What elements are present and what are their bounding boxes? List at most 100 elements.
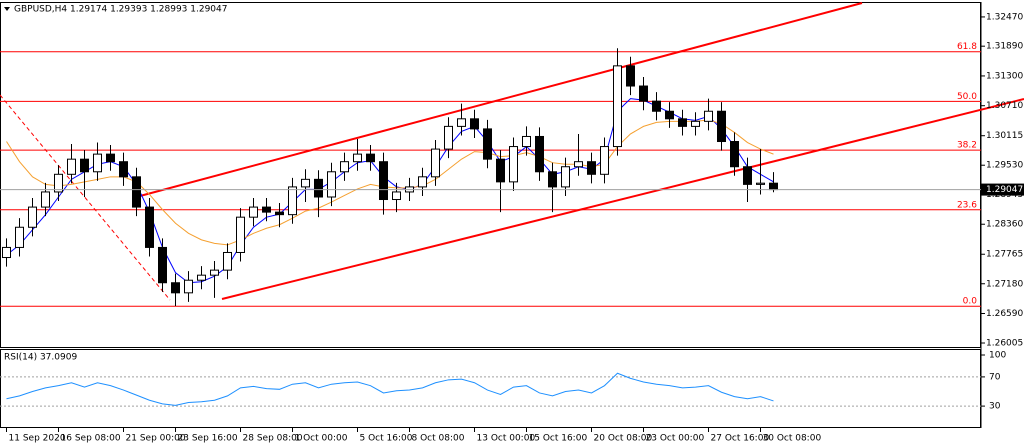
x-tick-label: 28 Sep 08:00 [243, 434, 303, 444]
fib-level-label: 61.8 [957, 42, 977, 52]
y-tick-label: 1.26590 [986, 309, 1023, 319]
y-tick-label: 1.28360 [986, 220, 1023, 230]
candle-body [717, 110, 726, 143]
candle-body [600, 146, 609, 175]
x-tick-label: 8 Oct 08:00 [412, 434, 465, 444]
y-tick-label: 1.30115 [986, 131, 1023, 141]
candle-body [704, 110, 713, 122]
fib-level-label: 50.0 [957, 92, 977, 102]
y-tick-label: 1.27765 [986, 250, 1023, 260]
candle-body [184, 279, 193, 294]
candle-body [756, 182, 765, 185]
candle-body [431, 148, 440, 178]
candle-body [132, 176, 141, 208]
x-tick-label: 13 Oct 00:00 [477, 434, 536, 444]
candle-body [587, 161, 596, 175]
fib-level-label: 23.6 [957, 200, 977, 210]
y-tick-label: 1.32470 [986, 12, 1023, 22]
candle-body [574, 161, 583, 168]
rsi-tick-label: 70 [989, 372, 1001, 382]
candle-body [41, 191, 50, 208]
candle-body [119, 161, 128, 178]
candle-body [158, 246, 167, 284]
y-tick-label: 1.29530 [986, 161, 1023, 171]
candle-body [509, 146, 518, 183]
candle-body [353, 153, 362, 163]
x-tick-label: 21 Sep 00:00 [126, 434, 186, 444]
x-tick-label: 5 Oct 16:00 [360, 434, 413, 444]
y-tick-label: 1.26005 [986, 339, 1023, 349]
y-tick-label: 1.30710 [986, 101, 1023, 111]
candle-body [613, 65, 622, 148]
candle-body [483, 128, 492, 160]
last-price-box [981, 183, 1024, 196]
candle-body [210, 269, 219, 276]
candle-body [54, 173, 63, 193]
candle-body [236, 216, 245, 253]
candle-body [379, 161, 388, 201]
candle-body [106, 153, 115, 163]
candle-body [470, 118, 479, 130]
candle-body [93, 153, 102, 173]
candle-body [639, 85, 648, 102]
candle-body [67, 158, 76, 175]
x-tick-label: 11 Sep 2020 [9, 434, 66, 444]
x-tick-label: 30 Oct 08:00 [763, 434, 822, 444]
candle-body [652, 100, 661, 112]
rsi-tick-label: 30 [989, 402, 1001, 412]
candle-body [457, 118, 466, 127]
candle-body [340, 161, 349, 173]
candle-body [275, 211, 284, 216]
candle-body [392, 191, 401, 201]
x-tick-label: 20 Oct 08:00 [594, 434, 653, 444]
candle-body [626, 65, 635, 87]
candle-body [678, 118, 687, 127]
candle-body [2, 246, 11, 259]
y-tick-label: 1.31890 [986, 42, 1023, 52]
channel-lower [221, 98, 1024, 300]
candle-body [223, 251, 232, 271]
candle-body [197, 274, 206, 281]
rsi-tick-label: 100 [989, 351, 1006, 361]
x-tick-label: 15 Oct 16:00 [529, 434, 588, 444]
candle-body [548, 171, 557, 188]
candle-body [769, 182, 778, 191]
candle-body [288, 186, 297, 216]
rsi-title: RSI(14) 37.0909 [4, 353, 77, 363]
candle-body [730, 141, 739, 168]
candle-body [145, 206, 154, 248]
x-tick-label: 23 Oct 00:00 [646, 434, 705, 444]
candle-body [691, 120, 700, 127]
candle-body [418, 176, 427, 188]
y-tick-label: 1.27180 [986, 279, 1023, 289]
x-tick-label: 1 Oct 00:00 [295, 434, 348, 444]
candle-body [743, 166, 752, 185]
x-tick-label: 27 Oct 16:00 [711, 434, 770, 444]
x-tick-label: 23 Sep 16:00 [178, 434, 238, 444]
candle-body [15, 226, 24, 248]
candle-body [171, 282, 180, 294]
fib-level-label: 0.0 [963, 297, 978, 307]
y-tick-label: 1.31300 [986, 71, 1023, 81]
chart-title: GBPUSD,H4 1.29174 1.29393 1.28993 1.2904… [14, 5, 227, 15]
candle-body [249, 206, 258, 218]
fib-level-label: 38.2 [957, 141, 977, 151]
candle-body [535, 135, 544, 173]
candle-body [444, 125, 453, 150]
candle-body [522, 135, 531, 148]
candle-body [561, 166, 570, 188]
candle-body [327, 171, 336, 198]
candle-body [80, 158, 89, 173]
candle-body [314, 178, 323, 198]
fib-trend-line [0, 94, 171, 301]
x-tick-label: 16 Sep 08:00 [61, 434, 121, 444]
candle-body [301, 178, 310, 188]
rsi-line [6, 372, 774, 406]
candle-body [262, 206, 271, 213]
last-price-label: 1.29047 [986, 185, 1023, 195]
symbol-icon [4, 7, 10, 11]
candle-body [496, 158, 505, 183]
candle-body [28, 206, 37, 228]
